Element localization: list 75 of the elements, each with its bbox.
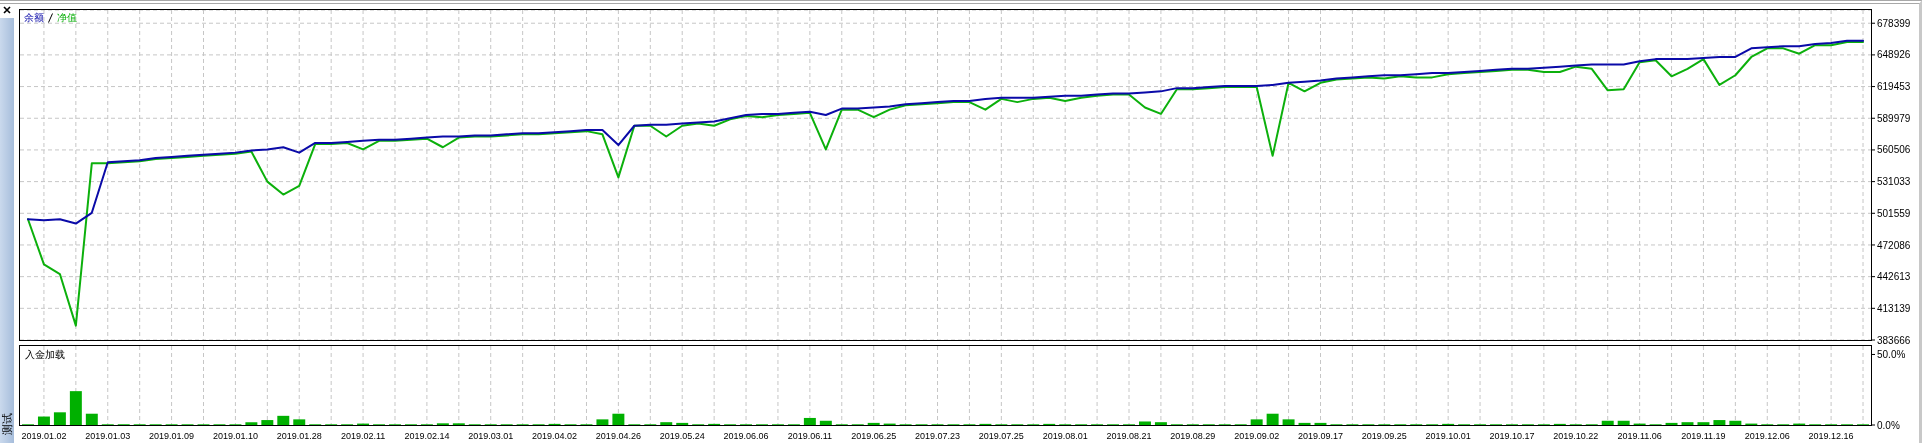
x-tick-label: 2019.01.09 (149, 431, 195, 442)
bar (819, 420, 832, 425)
bar (1250, 419, 1263, 425)
x-tick-label: 2019.08.29 (1170, 431, 1216, 442)
bar (803, 417, 816, 425)
bar (1665, 422, 1678, 425)
x-tick-label: 2019.07.23 (915, 431, 961, 442)
bar (1729, 420, 1742, 425)
y-tick-label: 383666 (1877, 334, 1911, 346)
x-tick-label: 2019.09.02 (1234, 431, 1280, 442)
bar (1681, 422, 1694, 425)
x-tick-label: 2019.08.01 (1042, 431, 1088, 442)
text: 测试 (1, 413, 13, 435)
y-tick-label: 619453 (1877, 81, 1911, 93)
bar (1713, 420, 1726, 425)
bar (277, 415, 290, 425)
y-tick-label: 531033 (1877, 176, 1911, 188)
y-tick-label: 442613 (1877, 271, 1911, 283)
x-tick-label: 2019.02.11 (340, 431, 386, 442)
x-tick-label: 2019.11.06 (1617, 431, 1662, 442)
bar (1282, 419, 1295, 425)
x-tick-label: 2019.03.01 (468, 431, 514, 442)
y-tick-label: 472086 (1877, 239, 1911, 251)
x-tick-label: 2019.10.01 (1425, 431, 1471, 442)
bar (1266, 413, 1279, 425)
bar (69, 391, 82, 425)
y-tick-label: 50.0% (1877, 349, 1906, 361)
y-tick-label: 648926 (1877, 49, 1911, 61)
bar (867, 422, 880, 425)
x-tick-label: 2019.08.21 (1106, 431, 1152, 442)
x-tick-label: 2019.06.11 (787, 431, 833, 442)
bar (85, 413, 98, 425)
y-tick-label: 0.0% (1877, 419, 1900, 431)
y-tick-label: 501559 (1877, 207, 1911, 219)
bar (660, 422, 673, 425)
bar (1298, 422, 1311, 425)
bar (596, 419, 609, 425)
bar (1154, 422, 1167, 425)
x-tick-label: 2019.01.02 (21, 431, 67, 442)
bar (1601, 420, 1614, 425)
x-tick-label: 2019.11.19 (1681, 431, 1726, 442)
x-tick-label: 2019.12.16 (1808, 431, 1854, 442)
text: 余额 (24, 12, 44, 24)
text: 净值 (57, 12, 77, 24)
bar (1138, 421, 1151, 425)
x-tick-label: 2019.12.06 (1744, 431, 1790, 442)
x-tick-label: 2019.02.14 (404, 431, 450, 442)
x-tick-label: 2019.10.17 (1489, 431, 1535, 442)
bar (293, 419, 306, 425)
bar (1617, 420, 1630, 425)
bar (676, 422, 689, 425)
bar (37, 416, 50, 425)
x-tick-label: 2019.01.10 (212, 431, 258, 442)
bar (261, 420, 274, 425)
x-tick-label: 2019.09.25 (1361, 431, 1407, 442)
x-tick-label: 2019.06.06 (723, 431, 769, 442)
bar (1697, 422, 1710, 425)
x-tick-label: 2019.10.22 (1553, 431, 1599, 442)
x-tick-label: 2019.01.28 (276, 431, 322, 442)
bar (245, 422, 258, 425)
y-tick-label: 560506 (1877, 144, 1911, 156)
x-tick-label: 2019.07.25 (978, 431, 1024, 442)
y-tick-label: 413139 (1877, 302, 1911, 314)
x-tick-label: 2019.05.24 (659, 431, 705, 442)
x-tick-label: 2019.06.25 (851, 431, 897, 442)
chart-title: 入金加载 (25, 349, 65, 361)
x-tick-label: 2019.01.03 (85, 431, 131, 442)
line-series (26, 39, 1865, 225)
y-tick-label: 589979 (1877, 112, 1911, 124)
y-tick-label: 678399 (1877, 17, 1911, 29)
x-tick-label: 2019.04.02 (532, 431, 578, 442)
bar (53, 412, 66, 425)
x-tick-label: 2019.04.26 (595, 431, 641, 442)
bar (612, 413, 625, 425)
x-tick-label: 2019.09.17 (1297, 431, 1344, 442)
